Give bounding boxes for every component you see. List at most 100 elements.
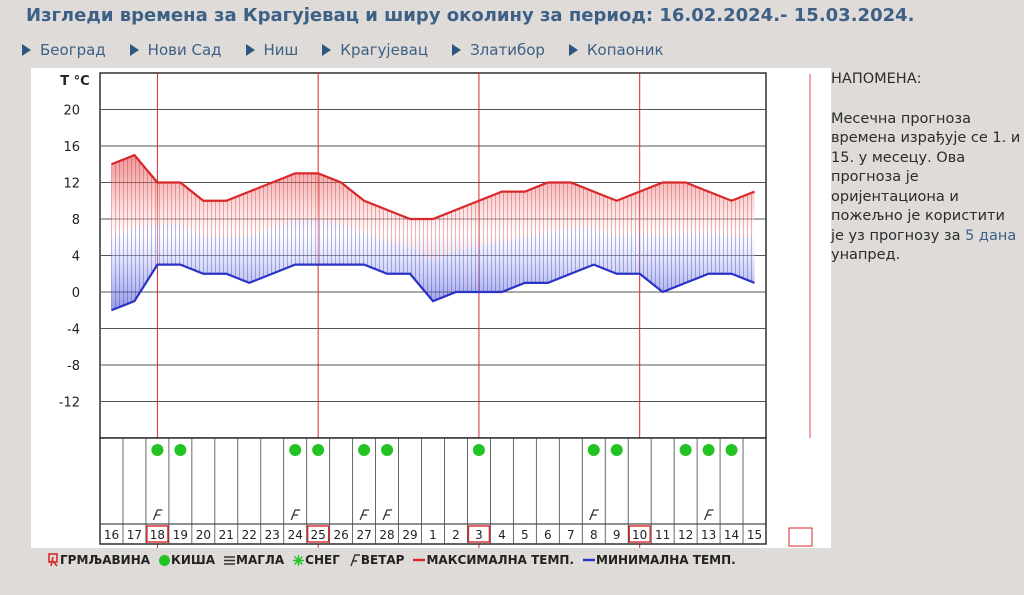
day-label: 5 [521, 528, 529, 542]
nav-link-zlatibor[interactable]: Златибор [452, 41, 545, 59]
arrow-right-icon [129, 44, 139, 56]
day-label: 22 [242, 528, 257, 542]
legend-item-rain: КИША [158, 553, 215, 567]
arrow-right-icon [22, 44, 31, 56]
y-tick-label: 4 [72, 250, 80, 265]
day-label: 2 [452, 528, 460, 542]
note-heading: НАПОМЕНА: [831, 71, 922, 87]
day-label: 14 [724, 528, 739, 542]
fog-icon [224, 555, 236, 565]
day-label: 9 [613, 528, 621, 542]
min-temp-line-icon [583, 558, 595, 562]
legend-item-min-temp: МИНИМАЛНА ТЕМП. [582, 553, 736, 567]
nav-link-beograd[interactable]: Београд [22, 41, 106, 59]
day-label: 24 [288, 528, 303, 542]
day-label: 11 [655, 528, 670, 542]
day-label: 27 [356, 528, 371, 542]
day-label: 16 [104, 528, 119, 542]
day-label: 19 [173, 528, 188, 542]
day-label: 8 [590, 528, 598, 542]
wind-icon [290, 509, 301, 521]
nav-link-label: Крагујевац [340, 41, 429, 59]
max-temp-line-icon [413, 558, 426, 562]
day-label: 6 [544, 528, 552, 542]
day-label: 29 [402, 528, 417, 542]
note-body: Месечна прогноза времена израђује се 1. … [831, 110, 1021, 266]
highlighted-day-box [467, 525, 491, 543]
day-label: 17 [127, 528, 142, 542]
highlighted-day-box [146, 525, 169, 543]
wind-icon [359, 509, 370, 521]
rain-icon [174, 444, 187, 456]
wind-icon [152, 509, 163, 521]
y-tick-label: 8 [72, 213, 80, 228]
weather-panel-frame [99, 437, 767, 545]
legend-label: МИНИМАЛНА ТЕМП. [596, 553, 736, 567]
chart-side-decoration [788, 74, 813, 547]
day-label: 21 [219, 528, 234, 542]
day-label: 1 [429, 528, 437, 542]
day-label: 10 [632, 528, 647, 542]
legend-label: ГРМЉАВИНА [60, 553, 151, 567]
legend-item-wind: ВЕТАР [348, 553, 405, 567]
nav-link-kragujevac[interactable]: Крагујевац [322, 41, 428, 59]
rain-icon [725, 444, 738, 456]
rain-icon [289, 444, 302, 456]
y-tick-label: -12 [59, 396, 80, 411]
y-tick-label: 12 [63, 177, 80, 192]
thunder-icon [48, 553, 58, 567]
legend-label: СНЕГ [305, 553, 340, 567]
highlighted-day-box [628, 525, 651, 543]
nav-link-label: Београд [40, 41, 106, 59]
highlighted-day-box [306, 525, 330, 543]
side-box [788, 527, 813, 547]
rain-icon [159, 554, 171, 566]
city-nav: Београд Нови Сад Ниш Крагујевац Златибор… [22, 41, 688, 59]
day-label: 7 [567, 528, 575, 542]
legend-label: КИША [171, 553, 216, 567]
rain-icon [381, 444, 394, 456]
rain-icon [702, 444, 715, 456]
nav-link-nis[interactable]: Ниш [245, 41, 298, 59]
day-label: 13 [701, 528, 716, 542]
y-tick-label: 20 [63, 104, 80, 119]
day-label: 15 [747, 528, 762, 542]
y-tick-label: -4 [67, 323, 80, 338]
nav-link-novi-sad[interactable]: Нови Сад [129, 41, 222, 59]
note-tail: унапред. [831, 247, 901, 263]
rain-icon [312, 444, 325, 456]
day-label: 25 [311, 528, 326, 542]
legend-item-max-temp: МАКСИМАЛНА ТЕМП. [412, 553, 574, 567]
five-day-forecast-link[interactable]: 5 дана [965, 227, 1017, 244]
legend-label: МАГЛА [236, 553, 285, 567]
day-label: 3 [475, 528, 483, 542]
day-label: 26 [333, 528, 348, 542]
y-tick-label: 0 [72, 286, 80, 301]
legend: ГРМЉАВИНА КИША МАГЛА СНЕГ ВЕТАР МАКСИМАЛ… [48, 553, 744, 567]
arrow-right-icon [245, 44, 255, 56]
day-label: 20 [196, 528, 211, 542]
rain-icon [587, 444, 600, 456]
nav-link-kopaonik[interactable]: Копаоник [568, 41, 664, 59]
legend-label: ВЕТАР [360, 553, 405, 567]
rain-icon [472, 444, 485, 456]
day-label: 12 [678, 528, 693, 542]
wind-icon [382, 509, 393, 521]
rain-icon [358, 444, 371, 456]
note-panel: НАПОМЕНА: Месечна прогноза времена израђ… [831, 70, 1021, 266]
y-axis-label: T °C [60, 74, 89, 89]
rain-icon [679, 444, 692, 456]
rain-icon [610, 444, 623, 456]
legend-item-fog: МАГЛА [223, 553, 284, 567]
day-label: 4 [498, 528, 506, 542]
arrow-right-icon [322, 44, 332, 56]
snow-icon [293, 554, 305, 566]
legend-item-thunder: ГРМЉАВИНА [48, 553, 150, 567]
rain-icon [151, 444, 164, 456]
legend-label: МАКСИМАЛНА ТЕМП. [426, 553, 574, 567]
y-tick-label: -8 [67, 359, 80, 374]
day-label: 18 [150, 528, 165, 542]
nav-link-label: Копаоник [586, 41, 664, 59]
page-title: Изгледи времена за Крагујевац и ширу око… [26, 5, 915, 26]
